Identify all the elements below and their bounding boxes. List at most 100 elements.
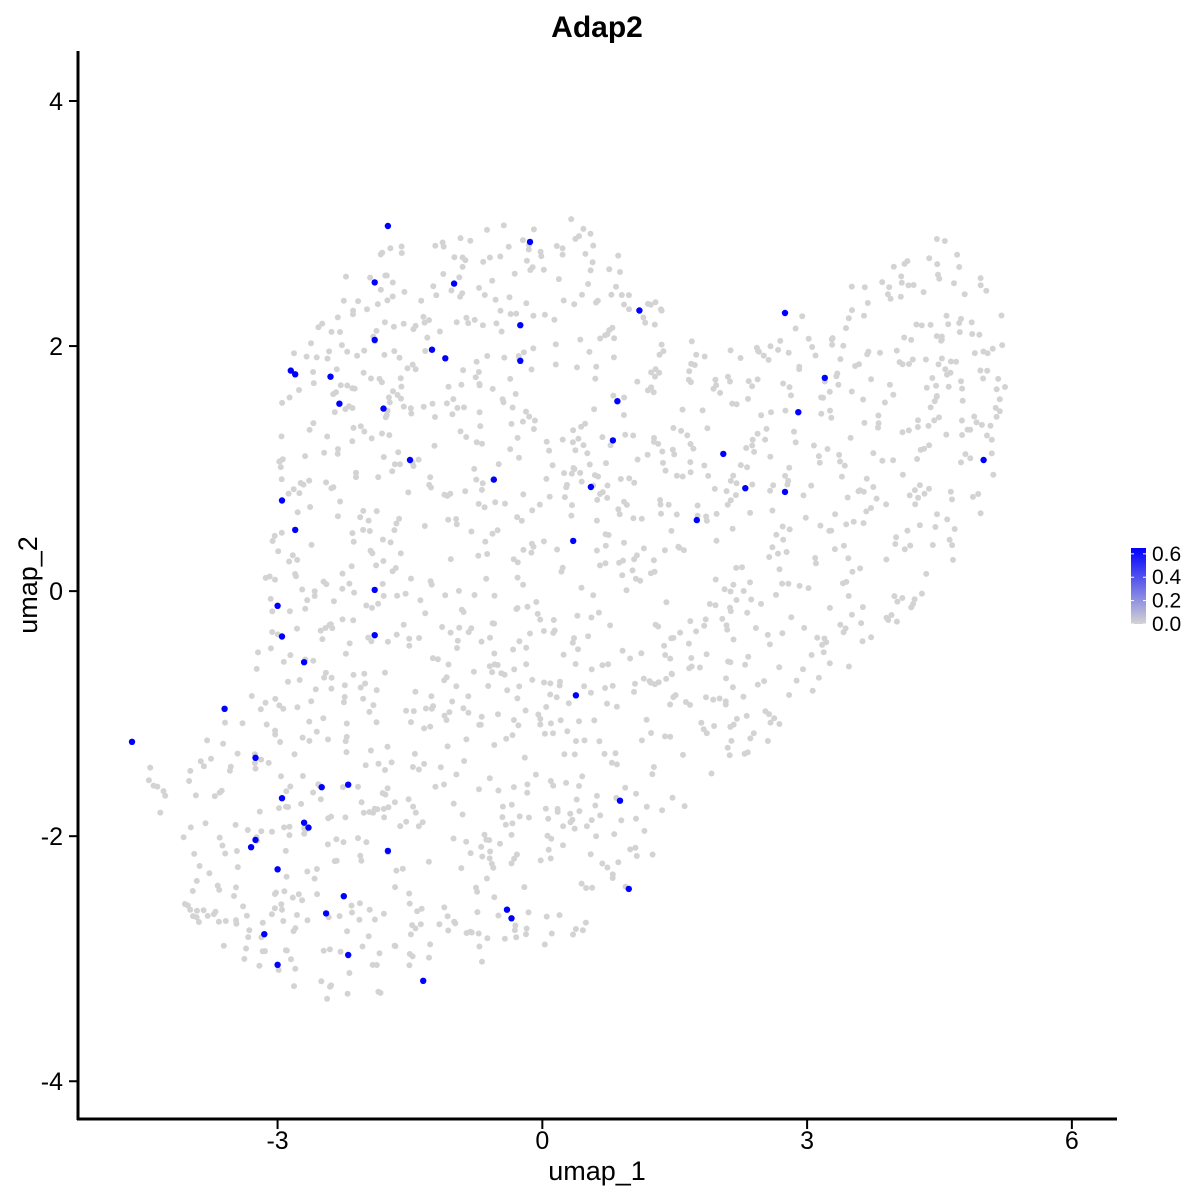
- background-cell-point: [432, 414, 438, 420]
- background-cell-point: [843, 325, 849, 332]
- background-cell-point: [576, 783, 582, 789]
- background-cell-point: [287, 652, 294, 659]
- background-cell-point: [988, 436, 995, 443]
- background-cell-point: [574, 612, 581, 619]
- background-cell-point: [409, 953, 416, 960]
- background-cell-point: [911, 596, 918, 603]
- background-cell-point: [941, 238, 948, 244]
- background-cell-point: [292, 965, 299, 972]
- background-cell-point: [977, 282, 984, 289]
- background-cell-point: [446, 709, 453, 716]
- background-cell-point: [705, 472, 712, 479]
- background-cell-point: [187, 824, 194, 831]
- background-cell-point: [360, 369, 367, 376]
- background-cell-point: [450, 835, 457, 842]
- background-cell-point: [465, 693, 472, 700]
- background-cell-point: [780, 380, 787, 387]
- background-cell-point: [348, 902, 355, 909]
- background-cell-point: [572, 447, 579, 454]
- background-cell-point: [360, 507, 367, 514]
- background-cell-point: [482, 538, 489, 545]
- background-cell-point: [701, 622, 708, 629]
- background-cell-point: [861, 284, 868, 291]
- background-cell-point: [412, 688, 419, 695]
- background-cell-point: [831, 546, 838, 553]
- background-cell-point: [463, 314, 470, 321]
- background-cell-point: [658, 510, 664, 517]
- background-cell-point: [873, 495, 880, 502]
- background-cell-point: [291, 751, 298, 758]
- background-cell-point: [530, 426, 537, 432]
- background-cell-point: [640, 675, 647, 682]
- background-cell-point: [334, 314, 341, 321]
- background-cell-point: [497, 307, 504, 314]
- background-cell-point: [626, 475, 633, 482]
- expressed-cell-point: [371, 632, 378, 639]
- background-cell-point: [294, 625, 300, 632]
- background-cell-point: [572, 661, 579, 667]
- background-cell-point: [724, 626, 731, 633]
- background-cell-point: [835, 381, 842, 388]
- background-cell-point: [478, 713, 485, 720]
- background-cell-point: [189, 888, 196, 894]
- background-cell-point: [216, 834, 223, 841]
- background-cell-point: [253, 665, 260, 672]
- background-cell-point: [605, 661, 612, 668]
- background-cell-point: [754, 376, 761, 383]
- background-cell-point: [575, 646, 581, 653]
- background-cell-point: [860, 488, 867, 495]
- background-cell-point: [554, 805, 561, 812]
- background-cell-point: [350, 617, 357, 624]
- background-cell-point: [358, 799, 365, 806]
- background-cell-point: [669, 794, 676, 801]
- background-cell-point: [723, 675, 729, 682]
- background-cell-point: [540, 538, 547, 545]
- background-cell-point: [708, 770, 715, 777]
- background-cell-point: [476, 409, 483, 416]
- background-cell-point: [910, 282, 917, 288]
- background-cell-point: [384, 785, 391, 792]
- background-cell-point: [478, 843, 485, 850]
- background-cell-point: [633, 815, 639, 822]
- background-cell-point: [373, 508, 380, 515]
- background-cell-point: [906, 361, 912, 367]
- background-cell-point: [543, 438, 550, 445]
- colorbar-ticks: 0.60.40.20.0: [1131, 543, 1182, 636]
- background-cell-point: [346, 640, 353, 647]
- background-cell-point: [610, 392, 617, 399]
- background-cell-point: [537, 616, 544, 623]
- background-cell-point: [454, 404, 461, 411]
- background-cell-point: [349, 530, 356, 537]
- background-cell-point: [333, 366, 340, 373]
- background-cell-point: [369, 550, 376, 557]
- background-cell-point: [650, 764, 657, 770]
- background-cell-point: [545, 815, 552, 822]
- background-cell-point: [427, 723, 434, 730]
- background-cell-point: [665, 501, 672, 508]
- background-cell-point: [860, 520, 867, 527]
- background-cell-point: [552, 361, 559, 368]
- background-cell-point: [365, 517, 372, 524]
- background-cell-point: [840, 542, 847, 549]
- background-cell-point: [933, 236, 940, 242]
- background-cell-point: [379, 580, 386, 587]
- background-cell-point: [829, 341, 836, 348]
- background-cell-point: [233, 884, 239, 891]
- background-cell-point: [894, 598, 901, 605]
- background-cell-point: [583, 823, 590, 830]
- background-cell-point: [890, 391, 897, 398]
- background-cell-point: [373, 562, 380, 569]
- background-cell-point: [618, 292, 625, 298]
- background-cell-point: [627, 655, 634, 662]
- background-cell-point: [850, 518, 857, 525]
- background-cell-point: [721, 586, 728, 593]
- expressed-cell-point: [693, 516, 700, 524]
- background-cell-point: [437, 764, 444, 771]
- background-cell-point: [643, 803, 650, 810]
- background-cell-point: [814, 634, 821, 641]
- background-cell-point: [545, 846, 552, 853]
- background-cell-point: [202, 820, 209, 827]
- expressed-cell-point: [490, 476, 497, 483]
- background-cell-point: [933, 382, 940, 389]
- background-cell-point: [776, 721, 783, 727]
